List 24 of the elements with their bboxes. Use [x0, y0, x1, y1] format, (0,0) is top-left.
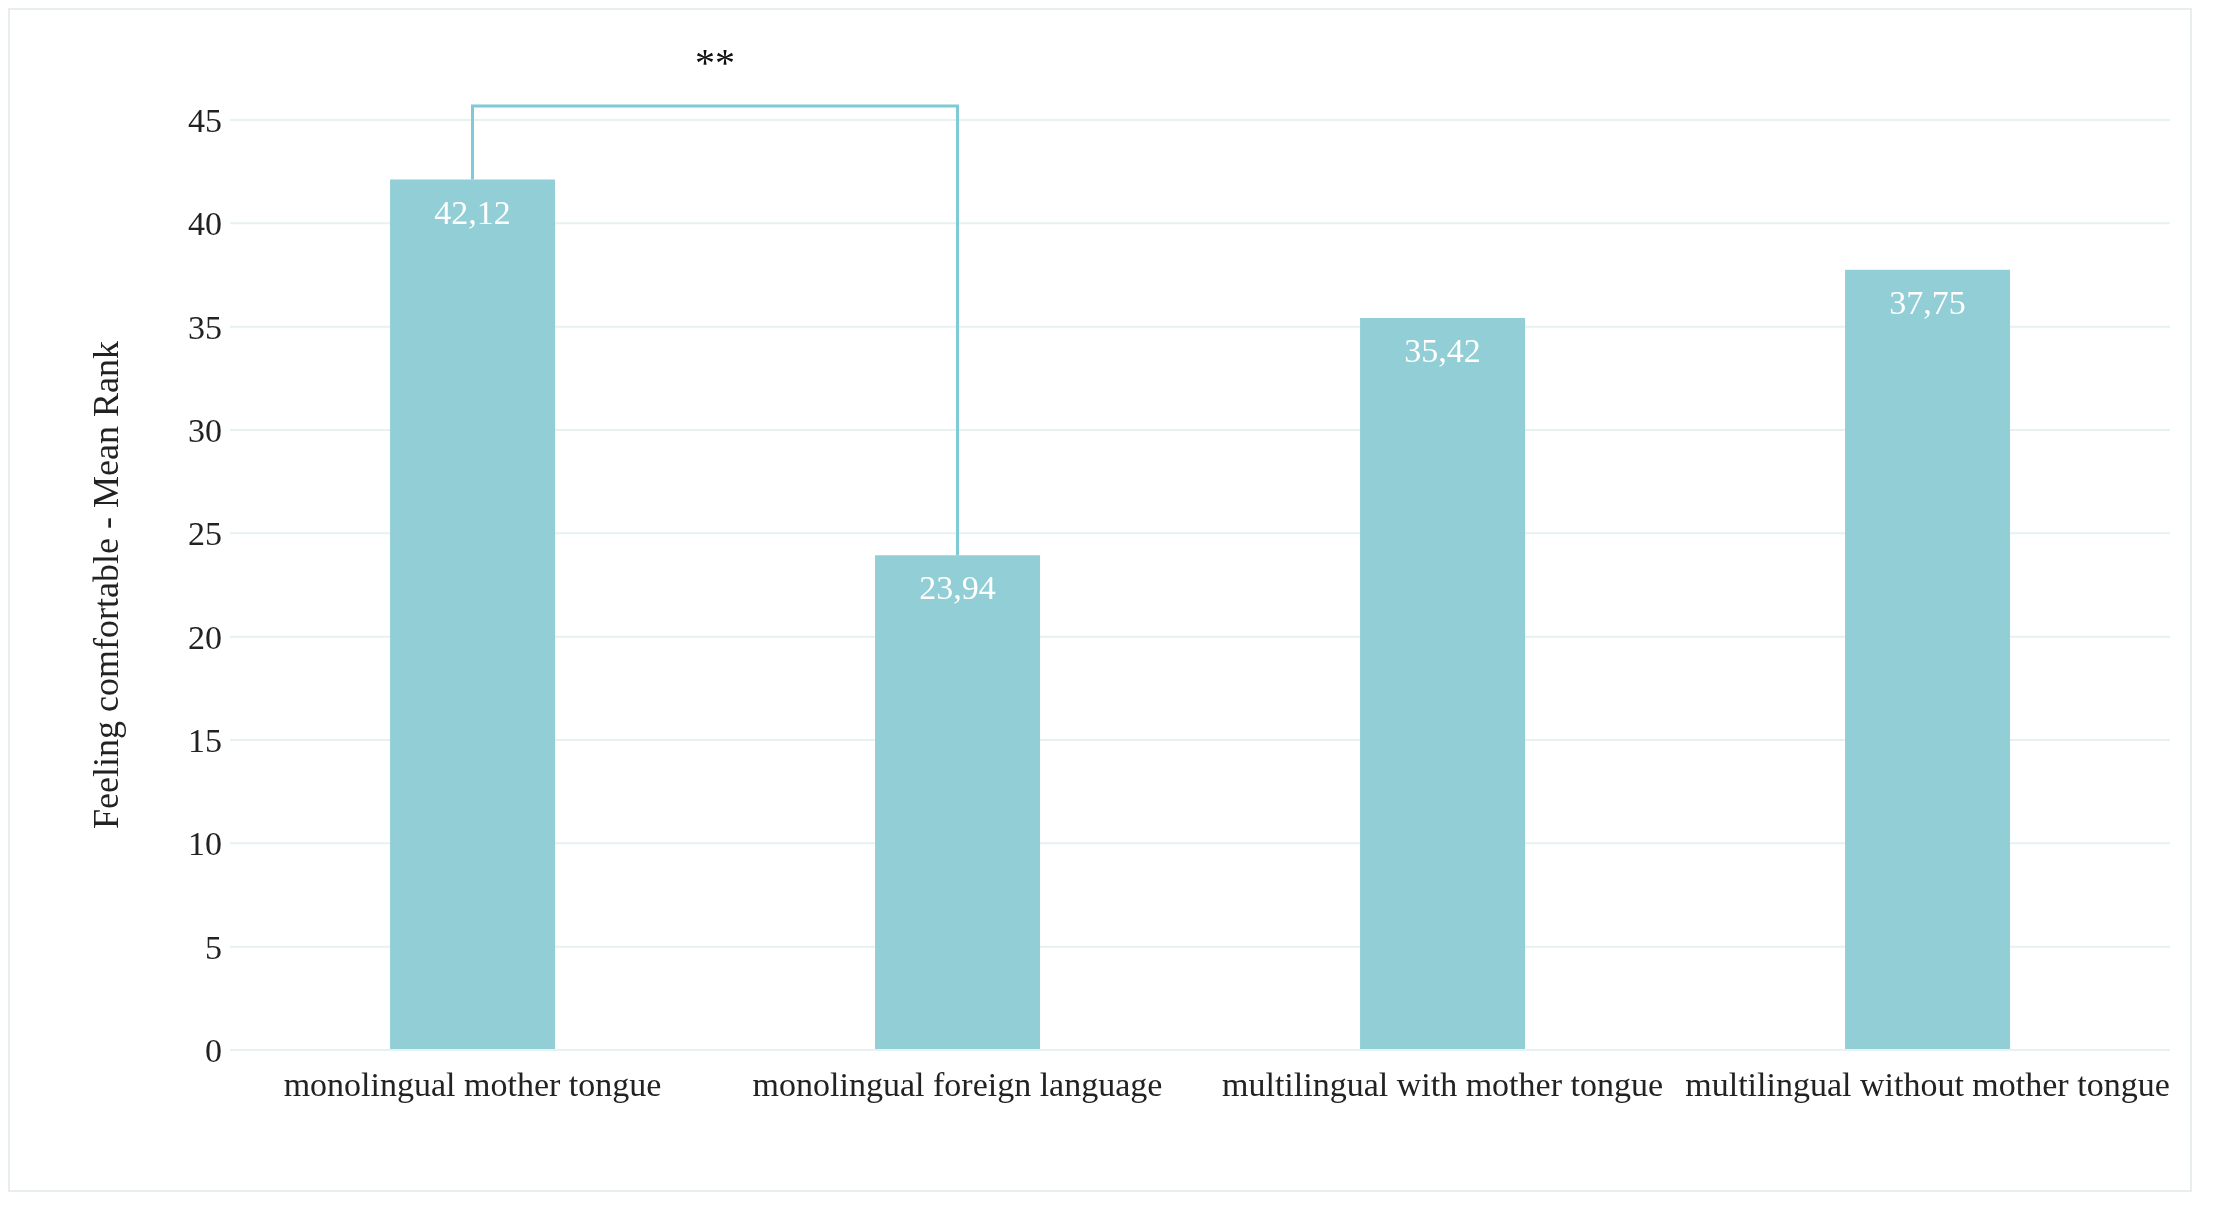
data-label: 35,42	[1404, 332, 1481, 370]
y-tick-label: 0	[205, 1032, 222, 1070]
y-tick-label: 15	[188, 722, 222, 760]
y-tick-label: 10	[188, 825, 222, 863]
y-tick-label: 40	[188, 205, 222, 243]
y-tick-label: 35	[188, 308, 222, 346]
y-tick-label: 45	[188, 102, 222, 140]
x-tick-label: multilingual without mother tongue	[1685, 1066, 2170, 1104]
y-tick-label: 25	[188, 515, 222, 553]
y-tick-label: 5	[205, 928, 222, 966]
y-axis-title: Feeling comfortable - Mean Rank	[85, 341, 126, 829]
text: **	[695, 40, 735, 85]
data-label: 23,94	[919, 569, 996, 607]
bar	[875, 555, 1041, 1050]
x-tick-label: multilingual with mother tongue	[1221, 1066, 1664, 1104]
data-label: 42,12	[434, 193, 511, 231]
bar	[1360, 317, 1526, 1050]
bar	[390, 179, 556, 1050]
bar	[1845, 269, 2011, 1050]
x-tick-label: monolingual mother tongue	[283, 1066, 662, 1104]
y-tick-label: 20	[188, 618, 222, 656]
y-tick-label: 30	[188, 412, 222, 450]
data-label: 37,75	[1889, 283, 1966, 321]
x-tick-label: monolingual foreign language	[752, 1066, 1163, 1104]
